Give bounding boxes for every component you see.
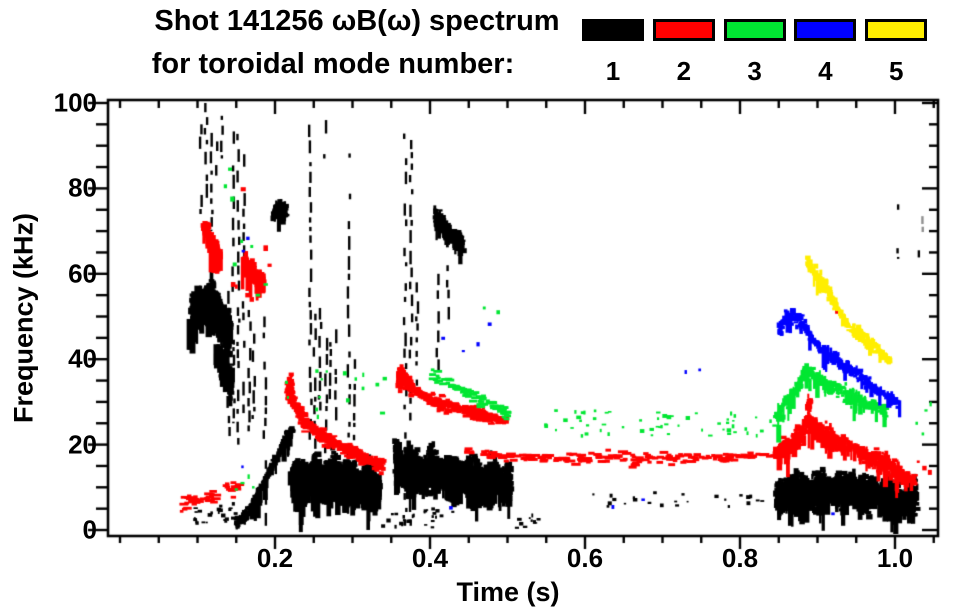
legend-swatch-mode-2 — [652, 19, 715, 41]
y-tick-label: 40 — [68, 343, 97, 374]
legend-label-mode-3: 3 — [747, 56, 762, 86]
chart-title: Shot 141256 ωB(ω) spectrum — [154, 5, 560, 37]
legend-label-mode-1: 1 — [605, 56, 621, 86]
y-tick-label: 20 — [68, 429, 97, 460]
legend-swatch-mode-3 — [723, 19, 786, 41]
legend-swatch-mode-5 — [865, 19, 928, 41]
legend-swatch-mode-4 — [794, 19, 857, 41]
legend-swatch-mode-1 — [582, 19, 644, 41]
y-axis-label: Frequency (kHz) — [8, 212, 39, 424]
y-tick-label: 60 — [68, 258, 97, 289]
legend-label-mode-4: 4 — [818, 56, 833, 86]
y-tick-label: 0 — [82, 514, 97, 545]
legend-label-mode-2: 2 — [676, 56, 692, 86]
x-axis-label: Time (s) — [456, 577, 560, 607]
legend-label-mode-5: 5 — [888, 56, 904, 86]
x-tick-label: 0.2 — [256, 543, 294, 573]
x-tick-label: 0.4 — [411, 543, 449, 573]
x-tick-label: 1.0 — [876, 543, 914, 573]
y-tick-label: 80 — [68, 172, 97, 203]
y-tick-label: 100 — [53, 87, 97, 118]
chart-subtitle: for toroidal mode number: — [151, 48, 515, 80]
x-tick-label: 0.8 — [721, 543, 759, 573]
x-tick-label: 0.6 — [566, 543, 604, 573]
